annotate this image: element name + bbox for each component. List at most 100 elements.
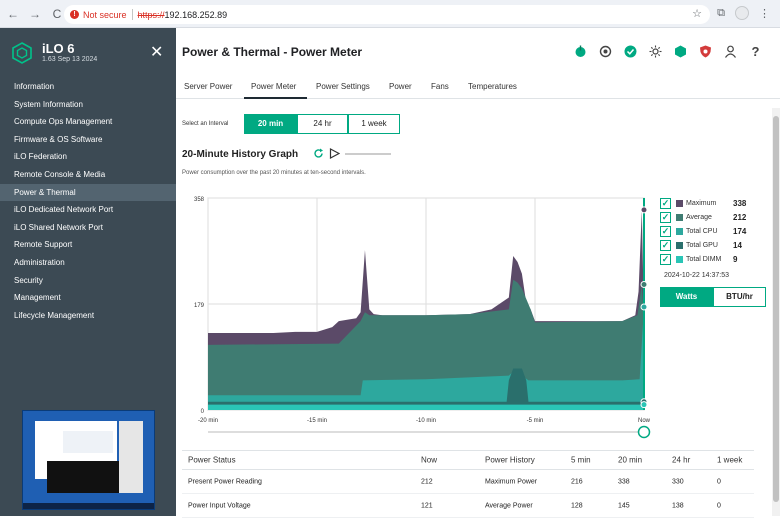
interval-1week-button[interactable]: 1 week	[348, 114, 400, 134]
interval-20min-button[interactable]: 20 min	[244, 114, 297, 134]
vertical-scrollbar[interactable]	[772, 108, 780, 516]
hpe-logo-icon	[12, 42, 32, 64]
legend-series-value: 174	[733, 226, 747, 236]
series-cursor-point	[640, 206, 648, 214]
legend-checkbox[interactable]: ✓	[660, 239, 671, 251]
extensions-icon[interactable]: ⧉	[717, 6, 725, 19]
page-title: Power & Thermal - Power Meter	[182, 45, 363, 59]
legend-checkbox[interactable]: ✓	[660, 197, 671, 209]
table-cell: Present Power Reading	[188, 478, 262, 485]
svg-text:?: ?	[752, 45, 760, 58]
legend-series-value: 338	[733, 198, 747, 208]
refresh-icon[interactable]	[313, 148, 324, 159]
tab-power-settings[interactable]: Power Settings	[316, 82, 370, 91]
legend-checkbox[interactable]: ✓	[660, 211, 671, 223]
health-ok-icon[interactable]	[624, 45, 637, 58]
sidebar-item-power-thermal[interactable]: Power & Thermal	[0, 183, 176, 202]
x-tick-label: -5 min	[527, 418, 544, 424]
sidebar-item-information[interactable]: Information	[14, 82, 55, 91]
table-cell: Maximum Power	[485, 478, 538, 485]
power-history-chart: 358 179 0 -20 min -15 min -10 min -5 min Now	[194, 197, 651, 439]
tab-power-meter[interactable]: Power Meter	[251, 82, 297, 91]
play-icon[interactable]	[329, 148, 340, 159]
remote-console-thumbnail[interactable]	[22, 410, 155, 510]
series-cursor-point	[640, 303, 648, 311]
table-cell: 0	[717, 478, 721, 485]
watts-button[interactable]: Watts	[660, 287, 713, 307]
uid-indicator-icon[interactable]	[599, 45, 612, 58]
column-header: 1 week	[717, 455, 743, 465]
url-host: 192.168.252.89	[164, 9, 228, 20]
legend-series-name: Total DIMM	[686, 255, 722, 263]
legend-item: ✓ Total DIMM 9	[660, 252, 746, 266]
series-area-average	[208, 279, 644, 410]
status-icons: ?	[574, 45, 762, 58]
forward-icon[interactable]: →	[29, 6, 41, 21]
sidebar-item-remote-support[interactable]: Remote Support	[14, 240, 73, 250]
help-icon[interactable]: ?	[749, 45, 762, 58]
interval-selector: 20 min 24 hr 1 week	[244, 114, 400, 134]
table-header: Power Status Now Power History 5 min 20 min 2…	[182, 450, 754, 470]
y-tick-label: 179	[194, 303, 205, 309]
close-sidebar-icon[interactable]: ✕	[150, 44, 164, 61]
playback-slider[interactable]	[345, 153, 391, 155]
app-name: iLO 6	[42, 41, 75, 56]
sidebar-item-security[interactable]: Security	[14, 275, 43, 285]
tab-fans[interactable]: Fans	[431, 82, 449, 91]
back-icon[interactable]: ←	[7, 6, 19, 21]
legend-item: ✓ Total GPU 14	[660, 238, 746, 252]
brightness-icon[interactable]	[649, 45, 662, 58]
legend-swatch	[676, 199, 683, 207]
tab-power[interactable]: Power	[389, 82, 412, 91]
series-area-total-cpu	[208, 306, 644, 410]
sidebar-item-system-information[interactable]: System Information	[14, 99, 83, 109]
legend-checkbox[interactable]: ✓	[660, 253, 671, 265]
table-cell: 0	[717, 502, 721, 509]
sidebar-item-compute-ops-management[interactable]: Compute Ops Management	[14, 117, 113, 127]
interval-24hr-button[interactable]: 24 hr	[297, 114, 348, 134]
table-cell: Average Power	[485, 502, 533, 509]
power-status-icon[interactable]	[574, 45, 587, 58]
not-secure-label: Not secure	[83, 9, 127, 20]
bookmark-star-icon[interactable]: ☆	[692, 8, 702, 20]
sidebar-item-lifecycle-management[interactable]: Lifecycle Management	[14, 310, 95, 320]
legend-series-name: Maximum	[686, 199, 717, 207]
column-header: 24 hr	[672, 455, 691, 465]
sidebar: iLO 6 1.63 Sep 13 2024 ✕ Information Syst…	[0, 28, 176, 516]
btu-hr-button[interactable]: BTU/hr	[713, 287, 766, 307]
sidebar-item-ilo-shared-network-port[interactable]: iLO Shared Network Port	[14, 222, 103, 232]
legend-checkbox[interactable]: ✓	[660, 225, 671, 237]
x-tick-label: -10 min	[416, 418, 436, 424]
timeline-slider-handle[interactable]	[637, 425, 651, 439]
sidebar-item-administration[interactable]: Administration	[14, 257, 65, 267]
sidebar-item-ilo-federation[interactable]: iLO Federation	[14, 152, 67, 162]
legend-series-value: 9	[733, 254, 738, 264]
legend-series-name: Total CPU	[686, 227, 718, 235]
legend-timestamp: 2024-10-22 14:37:53	[664, 272, 729, 279]
legend-swatch	[676, 255, 683, 263]
main-content: Power & Thermal - Power Meter ? Server P…	[176, 28, 780, 518]
column-header: Now	[421, 455, 438, 465]
sidebar-item-firmware-os-software[interactable]: Firmware & OS Software	[14, 134, 103, 144]
sidebar-item-ilo-dedicated-network-port[interactable]: iLO Dedicated Network Port	[14, 205, 114, 215]
user-icon[interactable]	[724, 45, 737, 58]
shield-icon[interactable]	[699, 45, 712, 58]
tab-temperatures[interactable]: Temperatures	[468, 82, 517, 91]
legend-series-value: 14	[733, 240, 742, 250]
scrollbar-thumb[interactable]	[773, 116, 779, 502]
hexagon-status-icon[interactable]	[674, 45, 687, 58]
sidebar-item-remote-console-media[interactable]: Remote Console & Media	[14, 169, 106, 179]
warning-icon: !	[70, 10, 79, 19]
address-bar[interactable]: ! Not secure https:// 192.168.252.89 ☆	[64, 5, 710, 24]
tab-server-power[interactable]: Server Power	[184, 82, 233, 91]
legend-swatch	[676, 213, 683, 221]
table-cell: 138	[672, 502, 684, 509]
graph-description: Power consumption over the past 20 minut…	[182, 170, 366, 176]
table-cell: 216	[571, 478, 583, 485]
reload-icon[interactable]: C	[52, 6, 62, 21]
kebab-menu-icon[interactable]: ⋮	[759, 7, 770, 20]
column-header: 5 min	[571, 455, 591, 465]
column-header: Power Status	[188, 455, 236, 465]
sidebar-item-management[interactable]: Management	[14, 293, 61, 303]
profile-avatar[interactable]	[735, 6, 749, 20]
